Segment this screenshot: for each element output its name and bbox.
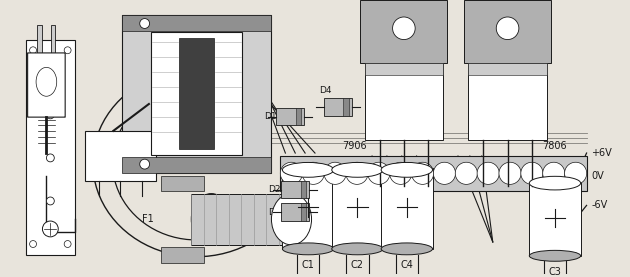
Circle shape — [521, 162, 543, 184]
Ellipse shape — [529, 250, 581, 261]
Text: D2: D2 — [268, 185, 280, 194]
Circle shape — [455, 162, 478, 184]
Ellipse shape — [381, 162, 433, 177]
Text: T1: T1 — [190, 17, 202, 27]
Bar — [324, 98, 352, 116]
Ellipse shape — [332, 243, 383, 255]
Circle shape — [542, 162, 565, 184]
Text: F1: F1 — [142, 214, 154, 224]
Bar — [365, 63, 443, 140]
FancyBboxPatch shape — [28, 53, 65, 117]
Circle shape — [346, 162, 368, 184]
Text: 7806: 7806 — [542, 141, 567, 151]
Ellipse shape — [282, 162, 334, 177]
Bar — [464, 0, 551, 63]
Bar — [161, 176, 204, 191]
Circle shape — [389, 162, 412, 184]
Circle shape — [47, 111, 54, 119]
Bar — [192, 194, 292, 245]
Bar — [332, 168, 383, 249]
Ellipse shape — [529, 176, 581, 190]
Circle shape — [280, 162, 302, 184]
Circle shape — [64, 240, 71, 247]
Circle shape — [64, 47, 71, 54]
Bar — [85, 131, 156, 181]
Text: D4: D4 — [319, 86, 332, 95]
Text: D3: D3 — [268, 208, 280, 217]
Bar — [26, 40, 75, 255]
Circle shape — [140, 19, 149, 29]
Circle shape — [47, 154, 54, 162]
Circle shape — [47, 197, 54, 205]
Ellipse shape — [381, 243, 433, 255]
Text: 0V: 0V — [592, 171, 604, 181]
Bar — [151, 32, 243, 155]
Text: 7906: 7906 — [342, 141, 367, 151]
Circle shape — [302, 162, 324, 184]
Circle shape — [411, 162, 433, 184]
Text: D1: D1 — [264, 112, 277, 121]
Text: C1: C1 — [302, 260, 314, 270]
Text: C2: C2 — [351, 260, 364, 270]
Circle shape — [496, 17, 519, 40]
Circle shape — [392, 17, 415, 40]
Circle shape — [42, 221, 58, 237]
Circle shape — [477, 162, 499, 184]
Text: C4: C4 — [401, 260, 413, 270]
Ellipse shape — [272, 194, 312, 245]
Bar — [296, 108, 301, 125]
Circle shape — [564, 162, 587, 184]
Bar — [122, 15, 270, 31]
Circle shape — [140, 159, 149, 169]
Bar — [469, 63, 547, 140]
Bar — [280, 156, 587, 191]
Ellipse shape — [282, 243, 334, 255]
Bar — [301, 181, 306, 199]
Bar — [122, 15, 270, 173]
Bar — [37, 25, 42, 53]
Circle shape — [47, 68, 54, 76]
Bar — [51, 25, 55, 53]
Bar — [381, 168, 433, 249]
Bar — [343, 98, 349, 116]
Bar — [161, 247, 204, 263]
Text: C3: C3 — [549, 266, 561, 276]
Text: S1: S1 — [154, 148, 166, 158]
Ellipse shape — [192, 194, 231, 245]
Bar — [282, 203, 309, 221]
Circle shape — [30, 240, 37, 247]
Circle shape — [368, 162, 390, 184]
Bar — [122, 157, 270, 173]
Text: -6V: -6V — [592, 200, 608, 211]
Ellipse shape — [332, 162, 383, 177]
Bar — [179, 38, 214, 149]
Bar — [282, 181, 309, 199]
Circle shape — [30, 47, 37, 54]
Bar — [277, 108, 304, 125]
Bar — [301, 203, 306, 221]
Text: +6V: +6V — [592, 148, 612, 158]
Bar — [529, 181, 581, 256]
Circle shape — [499, 162, 521, 184]
Bar — [365, 63, 443, 75]
Circle shape — [324, 162, 346, 184]
Bar — [282, 168, 334, 249]
Circle shape — [433, 162, 455, 184]
Bar — [469, 63, 547, 75]
Bar — [360, 0, 447, 63]
